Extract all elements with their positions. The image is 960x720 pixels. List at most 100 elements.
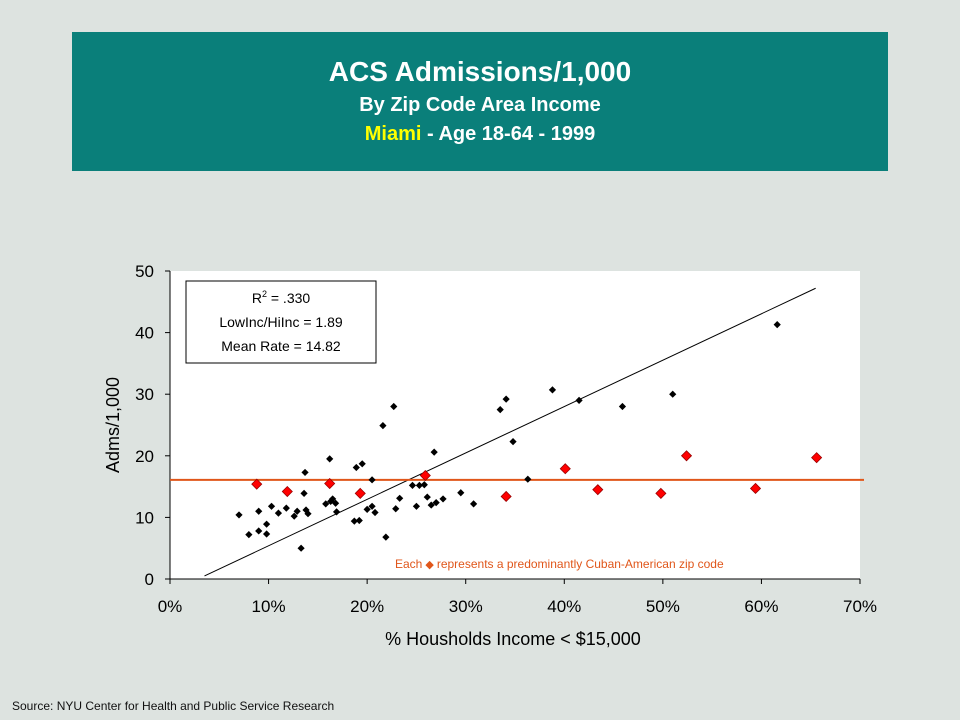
x-tick-label: 20%: [350, 597, 384, 616]
data-point: [263, 520, 271, 528]
data-point: [329, 495, 337, 503]
data-point: [350, 517, 358, 525]
data-point: [368, 476, 376, 484]
data-point: [300, 489, 308, 497]
data-point: [255, 527, 263, 535]
y-tick-label: 40: [135, 324, 154, 343]
data-point: [382, 533, 390, 541]
y-tick-label: 10: [135, 508, 154, 527]
data-point: [363, 505, 371, 513]
cuban-data-point: [592, 484, 604, 496]
data-point: [327, 497, 335, 505]
data-point: [669, 390, 677, 398]
data-point: [509, 438, 517, 446]
trendline-group: [204, 287, 816, 577]
data-point: [548, 386, 557, 394]
chart-title: ACS Admissions/1,000: [328, 56, 632, 87]
mean-rate-label: Mean Rate = 14.82: [221, 338, 341, 354]
data-points: [235, 320, 823, 552]
x-tick-label: 0%: [158, 597, 183, 616]
x-axis-label: % Housholds Income < $15,000: [385, 629, 641, 649]
cuban-data-point: [559, 463, 571, 475]
y-tick-label: 30: [135, 385, 154, 404]
axes: 0 10 20 30 40 50 0% 10% 20% 30% 40% 50% 60% 70%: [135, 262, 877, 616]
data-point: [773, 320, 781, 329]
data-point: [430, 448, 438, 456]
data-point: [496, 406, 504, 414]
y-tick-label: 0: [145, 570, 154, 589]
data-point: [415, 481, 423, 489]
source-note: Source: NYU Center for Health and Public…: [12, 699, 335, 713]
data-point: [332, 508, 341, 516]
x-tick-label: 10%: [252, 597, 286, 616]
data-point: [368, 502, 376, 510]
data-point: [326, 455, 334, 463]
cuban-data-point: [251, 478, 263, 490]
data-point: [379, 422, 387, 430]
data-point: [427, 501, 435, 509]
data-point: [255, 507, 263, 515]
income-ratio-label: LowInc/HiInc = 1.89: [219, 314, 343, 330]
data-point: [432, 499, 440, 507]
cuban-annotation: Each ◆ represents a predominantly Cuban-Am…: [395, 557, 724, 571]
data-point: [412, 502, 421, 510]
data-point: [439, 495, 447, 503]
data-point: [263, 530, 271, 538]
chart-subtitle: By Zip Code Area Income: [359, 94, 601, 116]
data-point: [396, 494, 404, 502]
cuban-data-point: [811, 452, 823, 464]
x-tick-label: 40%: [547, 597, 581, 616]
data-point: [392, 505, 400, 513]
x-tick-label: 70%: [843, 597, 877, 616]
stats-box: [185, 280, 377, 364]
data-point: [408, 481, 417, 489]
data-point: [274, 509, 283, 517]
data-point: [524, 475, 532, 483]
cuban-data-point: [749, 482, 762, 495]
cuban-data-point: [680, 450, 693, 462]
data-point: [423, 493, 431, 501]
cuban-data-point: [281, 485, 293, 498]
city-label: Miami: [364, 123, 422, 145]
title-banner: ACS Admissions/1,000 By Zip Code Area In…: [72, 32, 888, 171]
x-tick-label: 50%: [646, 597, 680, 616]
cuban-data-point: [419, 469, 431, 482]
data-point: [470, 500, 478, 508]
chart-subtitle-2: Miami - Age 18-64 - 1999: [72, 123, 888, 146]
y-tick-label: 50: [135, 262, 154, 281]
data-point: [290, 512, 298, 520]
data-point: [420, 481, 428, 489]
data-point: [322, 500, 330, 508]
age-year-label: - Age 18-64 - 1999: [421, 123, 596, 145]
data-point: [332, 499, 340, 507]
data-point: [355, 516, 363, 525]
data-point: [293, 507, 301, 515]
cuban-data-point: [324, 477, 336, 490]
data-point: [282, 504, 290, 512]
cuban-data-point: [655, 487, 667, 499]
cuban-data-point: [500, 490, 512, 503]
data-point: [245, 531, 253, 539]
x-tick-label: 60%: [744, 597, 778, 616]
data-point: [457, 489, 465, 497]
data-point: [502, 395, 510, 403]
data-point: [297, 544, 305, 552]
data-point: [390, 402, 398, 411]
data-point: [304, 510, 312, 518]
data-point: [618, 402, 627, 411]
data-point: [267, 502, 276, 510]
data-point: [575, 396, 583, 404]
y-axis-label: Adms/1,000: [103, 377, 123, 473]
diamond-marker-icon: ◆: [425, 559, 434, 571]
cuban-data-point: [354, 487, 366, 499]
data-point: [301, 468, 309, 477]
r-squared-label: R2 = .330: [252, 289, 311, 306]
data-point: [235, 511, 243, 519]
data-point: [352, 463, 360, 472]
trendline: [204, 287, 816, 577]
x-tick-label: 30%: [449, 597, 483, 616]
data-point: [371, 508, 379, 517]
y-tick-label: 20: [135, 447, 154, 466]
data-point: [358, 460, 366, 468]
